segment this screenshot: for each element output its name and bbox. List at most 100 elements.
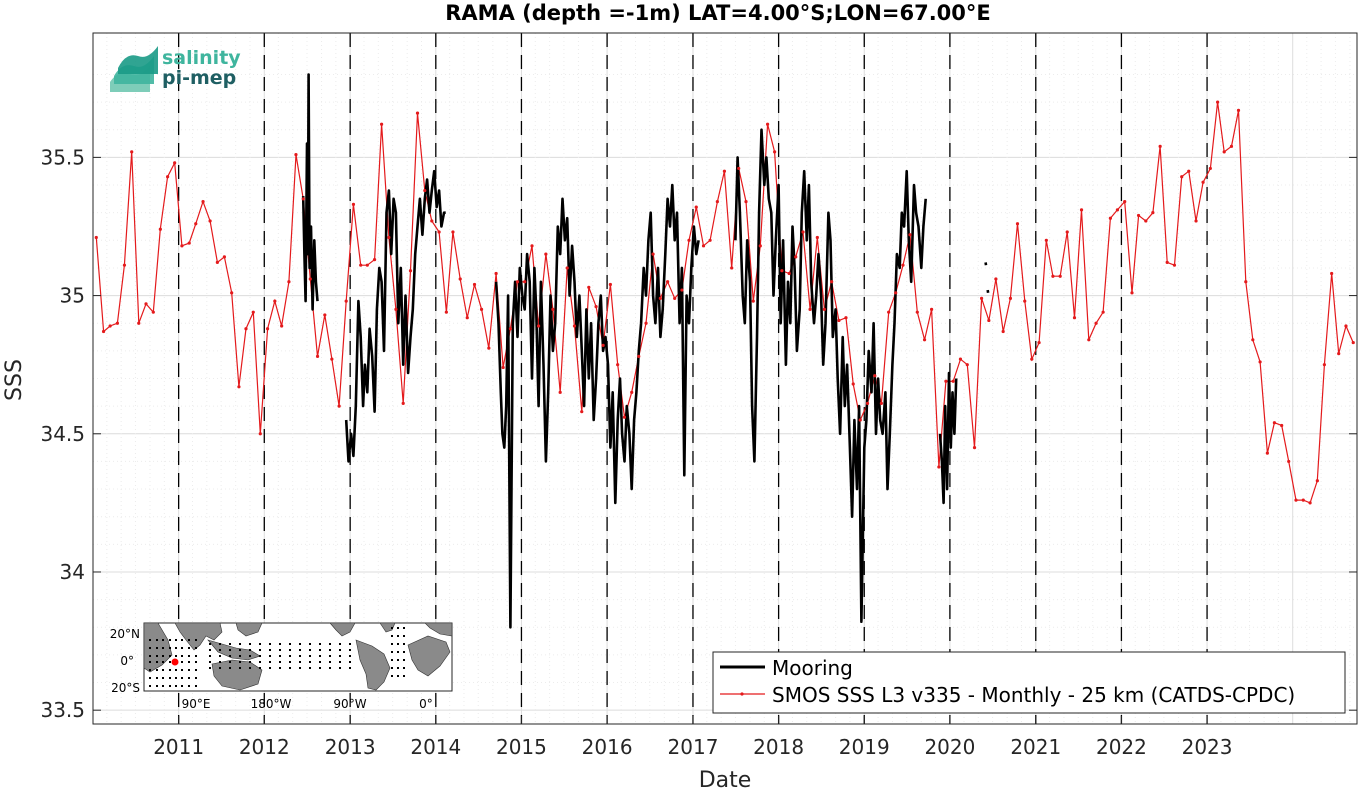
inset-lat-label-20n: 20°N [110, 627, 140, 641]
smos-point [680, 288, 683, 291]
inset-mooring-dot [397, 675, 399, 677]
smos-point [1009, 297, 1012, 300]
smos-point [788, 272, 791, 275]
inset-mooring-dot [299, 667, 301, 669]
smos-point [516, 280, 519, 283]
inset-mooring-dot [397, 659, 399, 661]
inset-mooring-dot [195, 685, 197, 687]
inset-mooring-dot [188, 685, 190, 687]
inset-mooring-dot [239, 655, 241, 657]
inset-mooring-dot [169, 685, 171, 687]
inset-mooring-dot [181, 661, 183, 663]
inset-mooring-dot [329, 661, 331, 663]
inset-mooring-dot [391, 643, 393, 645]
smos-point [237, 385, 240, 388]
x-tick-label: 2014 [410, 735, 461, 759]
smos-point [373, 258, 376, 261]
inset-mooring-dot [156, 661, 158, 663]
inset-mooring-dot [195, 647, 197, 649]
smos-point [1223, 150, 1226, 153]
inset-mooring-dot [349, 655, 351, 657]
smos-point [1102, 311, 1105, 314]
logo-line2: pi-mep [162, 67, 236, 89]
smos-point [1230, 145, 1233, 148]
inset-mooring-dot [349, 649, 351, 651]
inset-mooring-dot [339, 661, 341, 663]
inset-mooring-dot [279, 643, 281, 645]
smos-point [744, 200, 747, 203]
smos-point [188, 241, 191, 244]
inset-mooring-dot [219, 661, 221, 663]
smos-point [1144, 219, 1147, 222]
inset-mooring-dot [156, 685, 158, 687]
smos-point [208, 219, 211, 222]
smos-point [766, 123, 769, 126]
smos-point [723, 170, 726, 173]
selected-mooring-marker [172, 659, 179, 666]
inset-mooring-dot [229, 649, 231, 651]
x-tick-label: 2019 [839, 735, 890, 759]
smos-point [1109, 217, 1112, 220]
inset-mooring-dot [279, 655, 281, 657]
chart-title: RAMA (depth =-1m) LAT=4.00°S;LON=67.00°E [445, 1, 991, 25]
inset-mooring-dot [219, 655, 221, 657]
smos-point [1216, 101, 1219, 104]
smos-point [380, 123, 383, 126]
inset-mooring-dot [259, 649, 261, 651]
inset-mooring-dot [181, 639, 183, 641]
smos-point [166, 175, 169, 178]
inset-mooring-dot [397, 651, 399, 653]
inset-mooring-dot [162, 647, 164, 649]
smos-point [1016, 222, 1019, 225]
smos-point [859, 418, 862, 421]
inset-mooring-dot [169, 639, 171, 641]
inset-mooring-dot [319, 649, 321, 651]
smos-point [445, 311, 448, 314]
smos-point [673, 297, 676, 300]
inset-mooring-dot [209, 667, 211, 669]
inset-mooring-dot [249, 655, 251, 657]
smos-point [459, 277, 462, 280]
inset-mooring-dot [403, 675, 405, 677]
inset-mooring-dot [175, 677, 177, 679]
smos-point [352, 203, 355, 206]
smos-point [1080, 208, 1083, 211]
smos-point [216, 261, 219, 264]
inset-mooring-dot [329, 643, 331, 645]
smos-point [230, 291, 233, 294]
inset-lon-label-180w: 180°W [251, 697, 292, 711]
inset-mooring-dot [169, 647, 171, 649]
y-axis-label: SSS [2, 359, 27, 401]
smos-point [1316, 479, 1319, 482]
smos-point [309, 277, 312, 280]
smos-point [1023, 300, 1026, 303]
smos-point [280, 324, 283, 327]
inset-mooring-dot [219, 667, 221, 669]
smos-point [730, 266, 733, 269]
inset-mooring-dot [249, 661, 251, 663]
smos-point [1059, 275, 1062, 278]
inset-mooring-dot [169, 669, 171, 671]
smos-point [495, 272, 498, 275]
inset-mooring-dot [181, 685, 183, 687]
inset-mooring-dot [188, 677, 190, 679]
inset-mooring-dot [339, 655, 341, 657]
inset-mooring-dot [259, 643, 261, 645]
smos-point [994, 277, 997, 280]
x-tick-label: 2020 [924, 735, 975, 759]
inset-mooring-dot [403, 635, 405, 637]
smos-point [1244, 280, 1247, 283]
inset-mooring-dot [299, 643, 301, 645]
inset-mooring-dot [195, 669, 197, 671]
inset-mooring-dot [269, 643, 271, 645]
inset-mooring-dot [391, 627, 393, 629]
y-tick-label: 34.5 [40, 422, 85, 446]
smos-point [302, 197, 305, 200]
inset-mooring-dot [209, 661, 211, 663]
smos-point [1151, 211, 1154, 214]
inset-lon-label-0: 0° [419, 697, 433, 711]
inset-mooring-dot [349, 643, 351, 645]
inset-mooring-dot [299, 649, 301, 651]
inset-mooring-dot [229, 643, 231, 645]
smos-point [345, 300, 348, 303]
